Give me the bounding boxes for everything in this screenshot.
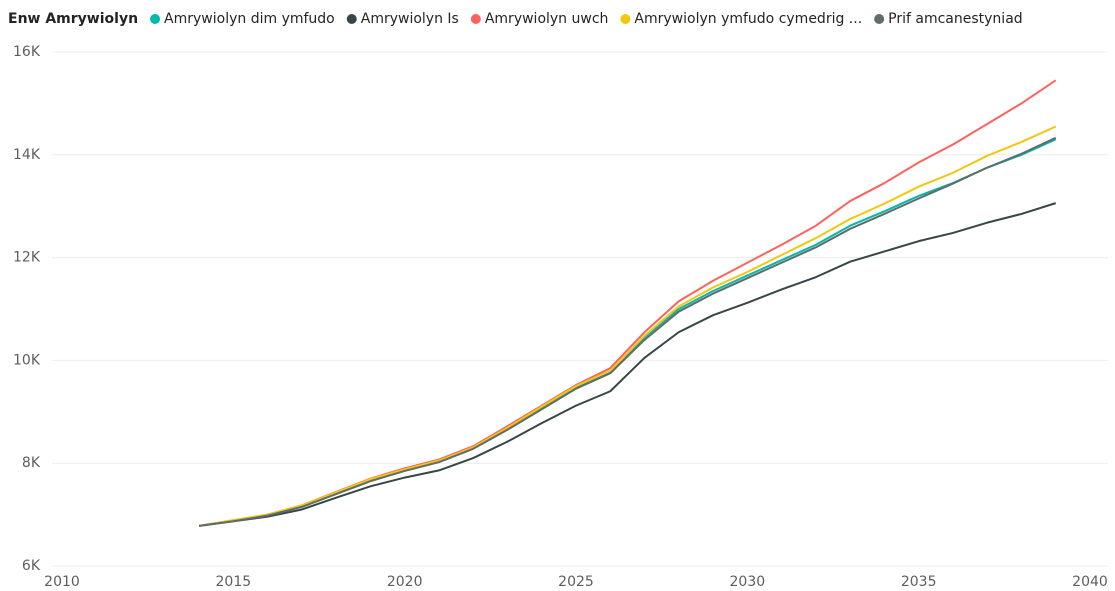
series-line [198, 125, 1057, 527]
x-tick-label: 2020 [387, 574, 423, 590]
series-line [198, 136, 1057, 527]
legend-title: Enw Amrywiolyn [8, 11, 138, 27]
series-line [198, 138, 1057, 527]
x-tick-label: 2035 [901, 574, 937, 590]
y-tick-label: 10K [13, 352, 41, 368]
legend-label: Prif amcanestyniad [888, 11, 1023, 27]
legend-marker [470, 14, 481, 24]
series-line [198, 79, 1057, 527]
y-tick-label: 8K [22, 455, 41, 471]
y-tick-label: 6K [22, 558, 41, 574]
legend-marker [150, 14, 161, 24]
legend-marker [874, 14, 885, 24]
legend-label: Amrywiolyn Is [361, 11, 459, 27]
legend-marker [346, 14, 357, 24]
y-tick-label: 16K [13, 44, 41, 60]
y-tick-label: 12K [13, 250, 41, 266]
y-tick-label: 14K [13, 147, 41, 163]
x-tick-label: 2015 [216, 574, 252, 590]
x-tick-label: 2040 [1072, 574, 1108, 590]
legend-label: Amrywiolyn dim ymfudo [164, 11, 335, 27]
series-line [198, 202, 1057, 527]
legend-label: Amrywiolyn uwch [485, 11, 609, 27]
legend-marker [620, 14, 631, 24]
x-tick-label: 2025 [558, 574, 594, 590]
x-tick-label: 2030 [730, 574, 766, 590]
x-tick-label: 2010 [44, 574, 80, 590]
legend-label: Amrywiolyn ymfudo cymedrig ... [634, 11, 862, 27]
